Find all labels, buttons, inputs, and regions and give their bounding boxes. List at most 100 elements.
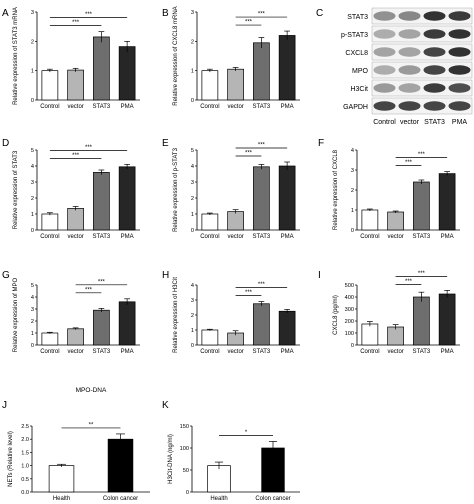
significance-label: *** [85,145,93,151]
x-tick-label: Health [210,496,227,502]
blot-band [423,11,446,21]
bar [207,465,231,493]
bar [93,36,110,101]
panel-H: H 0 1 2 3 4 Relative expression of H3Cit Contro… [162,270,300,355]
blot-column-label: PMA [452,119,468,126]
bar [387,211,404,231]
bar [278,165,296,231]
y-tick-label: 3 [31,180,34,186]
x-tick-label: Control [200,349,219,355]
bar [201,329,219,346]
y-tick-label: 4 [351,148,354,154]
y-tick-label: 0 [31,98,34,104]
bar [438,293,456,346]
significance-label: *** [418,152,426,158]
x-tick-label: Control [200,234,219,240]
blot-column-label: Control [373,119,396,126]
panel-letter: C [316,8,323,19]
significance-label: * [245,430,248,436]
bar [118,301,136,346]
panel-letter: G [2,270,10,281]
bar [227,68,244,101]
blot-band [448,65,471,75]
panel-letter: B [162,8,169,19]
blot-band [398,83,421,93]
blot-strip [371,25,473,43]
significance-label: *** [85,12,93,18]
bar [93,172,110,231]
blot-band [423,29,446,39]
blot-band [423,65,446,75]
y-tick-label: 200 [345,319,354,325]
y-tick-label: 4 [31,295,34,301]
x-tick-label: Health [53,496,70,502]
y-tick-label: 300 [345,307,354,313]
panel-I: I 0 100 200 300 400 500 CXCL8 (pg/ml) Control vec… [318,270,460,355]
blot-band [448,83,471,93]
y-axis-label: Relative expression of p-STAT3 [173,147,179,231]
blot-strip [371,43,473,61]
bar [361,209,379,231]
blot-row-label: MPO [352,68,369,75]
y-tick-label: 1 [191,328,194,334]
blot-band [398,11,421,21]
x-tick-label: Control [40,349,59,355]
x-tick-label: vector [67,349,83,355]
blot-band [448,29,471,39]
y-axis-label: Relative expression of H3Cit [173,277,179,353]
bar [48,465,75,493]
blot-column-label: STAT3 [424,119,445,126]
x-tick-label: PMA [121,349,134,355]
blot-band [373,65,396,75]
y-tick-label: 2 [191,39,194,45]
bar [413,296,430,346]
significance-label: *** [85,287,93,293]
x-tick-label: STAT3 [412,349,430,355]
x-tick-label: PMA [121,104,134,110]
x-tick-label: Control [360,234,379,240]
x-tick-label: PMA [281,349,294,355]
y-tick-label: 0.0 [21,490,29,496]
bar [253,42,270,101]
panel-C: C STAT3 p-STAT3 CXCL8 MPO H3Cit GAPDH Control ve… [316,7,473,126]
y-tick-label: 4 [31,164,34,170]
significance-label: *** [72,153,80,159]
y-tick-label: 1 [31,212,34,218]
panel-A: A 0 1 2 3 Relative expression of STAT3 mRNA Co… [2,7,140,110]
x-tick-label: Control [200,104,219,110]
y-tick-label: 2.5 [21,424,29,430]
x-tick-label: Colon cancer [103,496,138,502]
y-tick-label: 3 [31,10,34,16]
x-tick-label: PMA [121,234,134,240]
bar [41,213,59,231]
y-tick-label: 0 [191,228,194,234]
x-tick-label: vector [227,349,243,355]
bar [253,303,270,346]
blot-strip [371,97,473,115]
x-tick-label: vector [67,234,83,240]
panel-letter: A [2,8,9,19]
y-axis-label: Relative expression of CXCL8 mRNA [173,6,179,105]
blot-row-label: p-STAT3 [341,32,368,39]
x-tick-label: STAT3 [252,104,270,110]
bar [67,69,84,101]
blot-row-label: GAPDH [343,104,368,111]
y-tick-label: 150 [180,424,189,430]
blot-band [398,47,421,57]
y-axis-label: NETs (Relative level) [8,431,14,487]
bar [278,35,296,101]
y-tick-label: 3 [191,298,194,304]
blot-band [423,101,446,111]
panel-letter: I [318,270,321,281]
bar [413,181,430,231]
panel-E: E 0 1 2 3 4 5 Relative expression of p-STAT3 Con… [162,138,300,240]
blot-band [423,47,446,57]
blot-strip [371,79,473,97]
significance-label: *** [258,143,266,149]
blot-band [448,47,471,57]
bar [227,211,244,231]
y-tick-label: 2 [31,319,34,325]
significance-label: *** [405,160,413,166]
significance-label: *** [258,282,266,288]
blot-band [373,101,396,111]
